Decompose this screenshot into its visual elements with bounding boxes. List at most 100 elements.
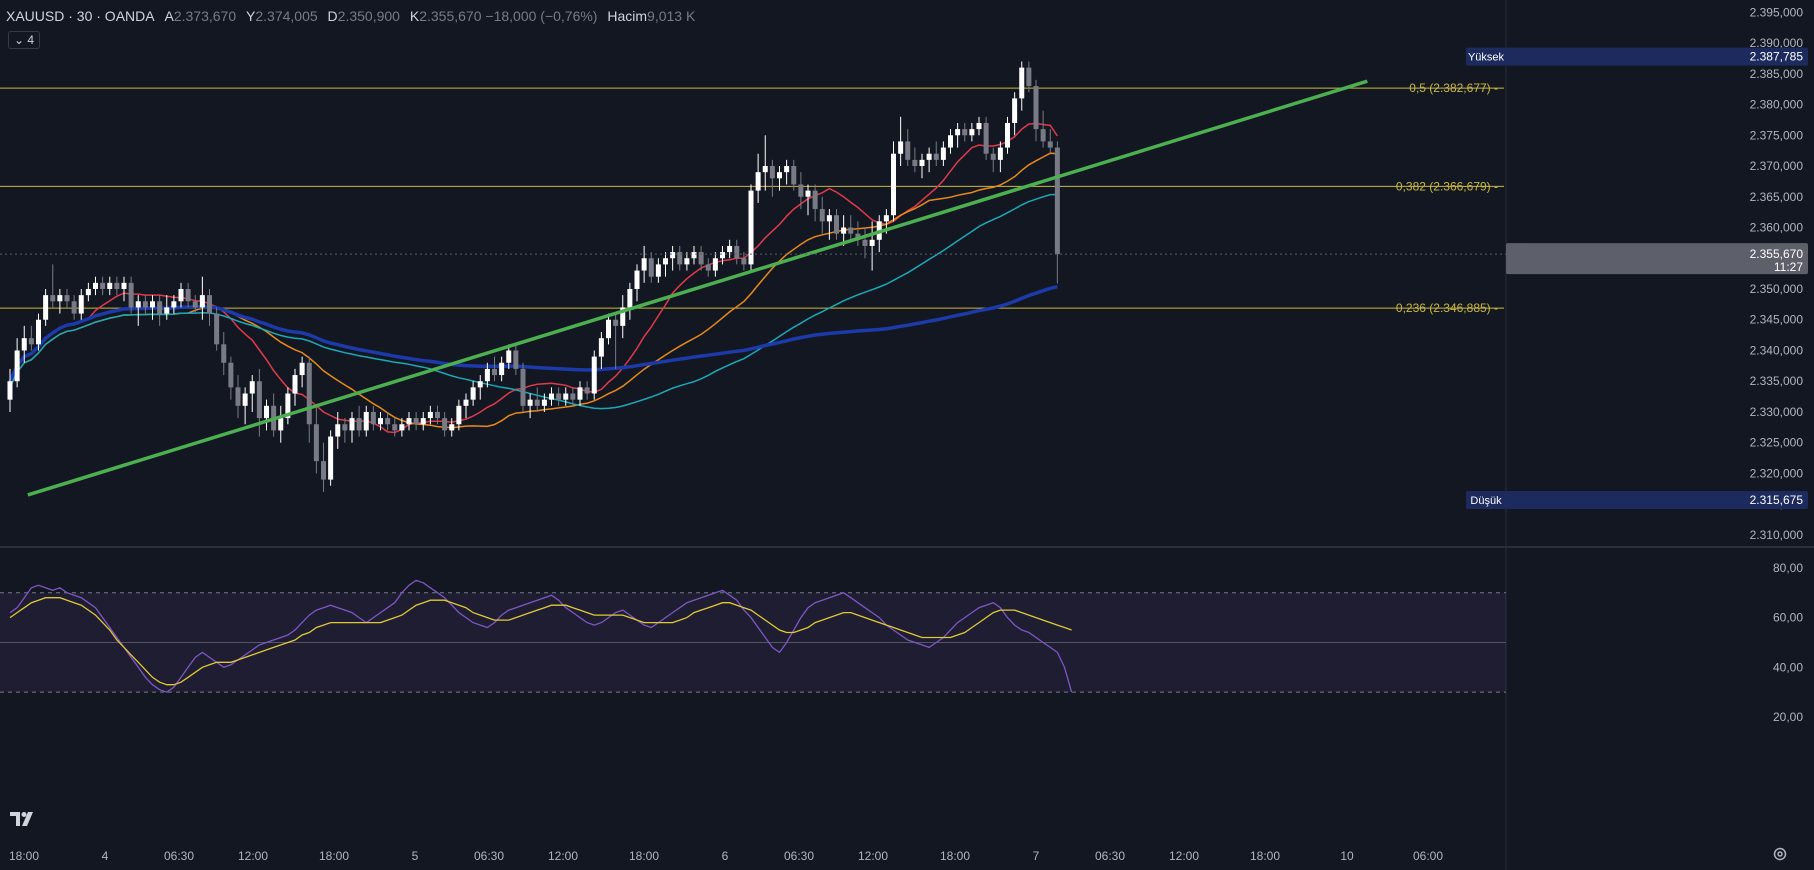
candle-body xyxy=(185,288,191,302)
low-value: 2.315,675 xyxy=(1750,493,1804,507)
tradingview-logo-icon[interactable] xyxy=(10,810,38,828)
candle-body xyxy=(385,418,391,425)
rsi-y-tick-label: 60,00 xyxy=(1773,611,1803,625)
candle-body xyxy=(442,418,448,431)
candle-body xyxy=(606,319,611,339)
candle-body xyxy=(563,393,569,400)
candle-body xyxy=(883,215,889,222)
candle-body xyxy=(349,418,355,431)
candle-body xyxy=(1047,141,1053,148)
close-label: K xyxy=(409,8,420,24)
candle-body xyxy=(570,393,576,400)
rsi-y-tick-label: 80,00 xyxy=(1773,561,1803,575)
candle-body xyxy=(399,424,405,431)
candle-body xyxy=(178,288,184,302)
low-label-badge xyxy=(1466,491,1506,510)
candle-body xyxy=(591,356,597,394)
candle-body xyxy=(584,387,590,394)
candle-body xyxy=(933,153,939,160)
fib-level-label: 0,5 (2.382,677) - xyxy=(1409,81,1498,95)
ma-long-line xyxy=(8,284,1058,382)
symbol-legend: XAUUSD · 30 · OANDA A2.373,670 Y2.374,00… xyxy=(6,8,695,24)
candle-body xyxy=(862,239,868,246)
candle-body xyxy=(192,301,198,308)
high-label-badge xyxy=(1466,47,1506,66)
candle-body xyxy=(256,381,262,419)
candle-body xyxy=(164,307,170,314)
candle-body xyxy=(955,129,961,136)
x-tick-label: 5 xyxy=(412,849,419,863)
candle-body xyxy=(777,172,782,179)
volume-label: Hacim xyxy=(607,8,648,24)
candle-body xyxy=(990,153,996,160)
candle-body xyxy=(848,227,854,234)
low-value: 2.350,900 xyxy=(337,8,400,24)
rsi-line xyxy=(9,579,1073,693)
candle-body xyxy=(527,399,533,406)
candle-body xyxy=(121,282,127,289)
candle-body xyxy=(734,245,740,259)
candle-body xyxy=(798,184,804,197)
candle-body xyxy=(1033,86,1039,130)
x-tick-label: 18:00 xyxy=(629,849,659,863)
candle-body xyxy=(242,393,248,406)
candle-body xyxy=(534,399,540,406)
candle-body xyxy=(420,418,426,425)
y-tick-label: 2.360,000 xyxy=(1750,221,1804,235)
candle-body xyxy=(150,301,155,308)
candle-body xyxy=(57,295,63,302)
candle-body xyxy=(499,362,505,376)
candle-body xyxy=(50,295,56,302)
x-tick-label: 18:00 xyxy=(1250,849,1280,863)
gear-icon[interactable] xyxy=(1772,846,1788,862)
candle-body xyxy=(905,141,911,160)
candle-body xyxy=(727,245,733,253)
high-label: Y xyxy=(246,8,256,24)
candle-body xyxy=(541,399,547,406)
x-tick-label: 06:30 xyxy=(784,849,814,863)
candle-body xyxy=(720,252,725,259)
symbol-title[interactable]: XAUUSD · 30 · OANDA xyxy=(6,8,155,24)
candle-body xyxy=(712,258,718,271)
high-value: 2.387,785 xyxy=(1750,50,1804,64)
candle-body xyxy=(834,215,839,234)
y-tick-label: 2.395,000 xyxy=(1750,5,1804,19)
candle-body xyxy=(93,282,98,289)
candle-body xyxy=(762,166,768,173)
candle-body xyxy=(492,368,497,376)
candle-body xyxy=(677,252,683,265)
candle-body xyxy=(812,190,818,210)
indicators-toggle-button[interactable]: ⌄ 4 xyxy=(8,31,41,49)
volume-value: 9,013 K xyxy=(647,8,696,24)
candle-body xyxy=(1026,67,1032,87)
candle-body xyxy=(449,424,455,431)
x-tick-label: 06:30 xyxy=(164,849,194,863)
candle-body xyxy=(299,362,305,376)
candle-body xyxy=(1012,98,1018,123)
candle-body xyxy=(128,282,134,308)
candle-body xyxy=(235,387,241,406)
candle-body xyxy=(1040,129,1046,142)
candle-body xyxy=(969,129,975,136)
candle-body xyxy=(107,282,113,289)
candle-body xyxy=(641,258,647,271)
candle-body xyxy=(983,122,989,154)
candle-body xyxy=(891,153,896,216)
candle-body xyxy=(221,344,227,363)
x-tick-label: 12:00 xyxy=(1169,849,1199,863)
open-value: 2.373,670 xyxy=(173,8,237,24)
candle-body xyxy=(1054,147,1060,255)
candle-body xyxy=(705,264,711,271)
candle-body xyxy=(997,147,1003,160)
candle-body xyxy=(71,301,77,314)
candle-body xyxy=(598,338,604,357)
x-tick-label: 10 xyxy=(1340,849,1354,863)
candle-body xyxy=(976,122,982,130)
candle-body xyxy=(948,135,953,148)
candle-body xyxy=(292,375,298,394)
low-label: Düşük xyxy=(1470,495,1502,507)
open-label: A xyxy=(164,8,174,24)
candle-body xyxy=(278,418,284,431)
candle-body xyxy=(926,153,932,160)
